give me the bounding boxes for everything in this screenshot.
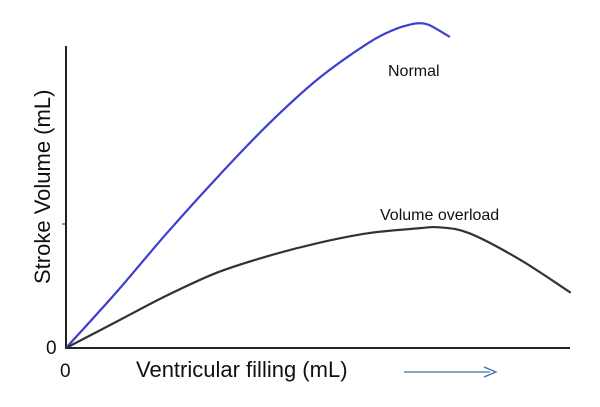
series-line-normal (64, 22, 451, 350)
x-axis-origin-label: 0 (60, 361, 71, 382)
series-layer (64, 22, 572, 350)
x-axis-direction-arrow (404, 366, 498, 378)
y-axis-label: Stroke Volume (mL) (30, 90, 55, 284)
x-axis-label: Ventricular filling (mL) (136, 357, 348, 382)
axes (62, 46, 570, 349)
y-axis-origin-label: 0 (46, 338, 57, 359)
series-label-normal: Normal (388, 63, 440, 80)
series-line-volume-overload (64, 225, 572, 350)
arrow-head (483, 366, 498, 378)
series-label-volume-overload: Volume overload (380, 207, 499, 224)
